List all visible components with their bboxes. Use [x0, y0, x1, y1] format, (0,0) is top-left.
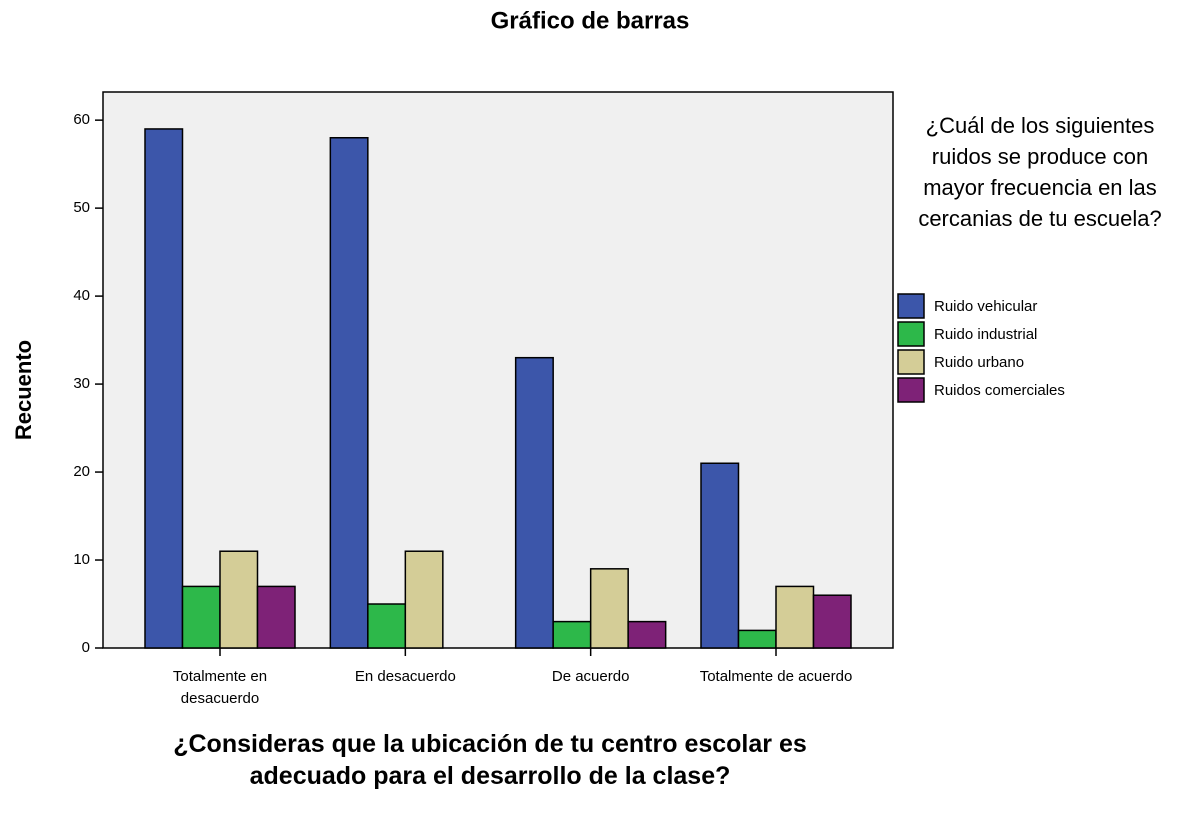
bar — [144, 128, 184, 649]
bar — [514, 356, 554, 649]
bar — [552, 620, 592, 649]
x-tick-label: Totalmente en desacuerdo — [172, 668, 268, 707]
bar — [404, 550, 444, 649]
legend-swatch — [897, 293, 925, 319]
legend-title: ¿Cuál de los siguientes ruidos se produc… — [918, 113, 1162, 231]
y-tick-label: 30 — [73, 375, 90, 392]
bar — [737, 629, 777, 649]
legend-label: Ruido vehicular — [934, 298, 1037, 315]
y-tick-label: 50 — [73, 199, 90, 216]
y-tick-label: 20 — [73, 463, 90, 480]
y-tick-label: 60 — [73, 111, 90, 128]
y-axis-title: Recuento — [11, 340, 36, 440]
x-tick-label: Totalmente de acuerdo — [699, 668, 853, 685]
chart-title: Gráfico de barras — [491, 7, 690, 34]
legend-label: Ruido industrial — [934, 326, 1037, 343]
x-tick-label: De acuerdo — [551, 668, 630, 685]
bar — [367, 603, 407, 649]
bar — [775, 585, 815, 649]
y-tick-label: 0 — [82, 639, 90, 656]
legend-label: Ruido urbano — [934, 354, 1024, 371]
legend-swatch — [897, 349, 925, 375]
bar — [589, 568, 629, 649]
bar — [256, 585, 296, 649]
legend-swatch — [897, 321, 925, 347]
bar — [181, 585, 221, 649]
bar — [700, 462, 740, 649]
bar — [329, 136, 369, 649]
legend-label: Ruidos comerciales — [934, 382, 1065, 399]
x-axis-title: ¿Consideras que la ubicación de tu centr… — [173, 730, 807, 790]
bar — [219, 550, 259, 649]
y-tick-label: 40 — [73, 287, 90, 304]
y-tick-label: 10 — [73, 551, 90, 568]
x-tick-label: En desacuerdo — [354, 668, 456, 685]
legend-swatch — [897, 377, 925, 403]
bar — [627, 620, 667, 649]
bar — [812, 594, 852, 649]
